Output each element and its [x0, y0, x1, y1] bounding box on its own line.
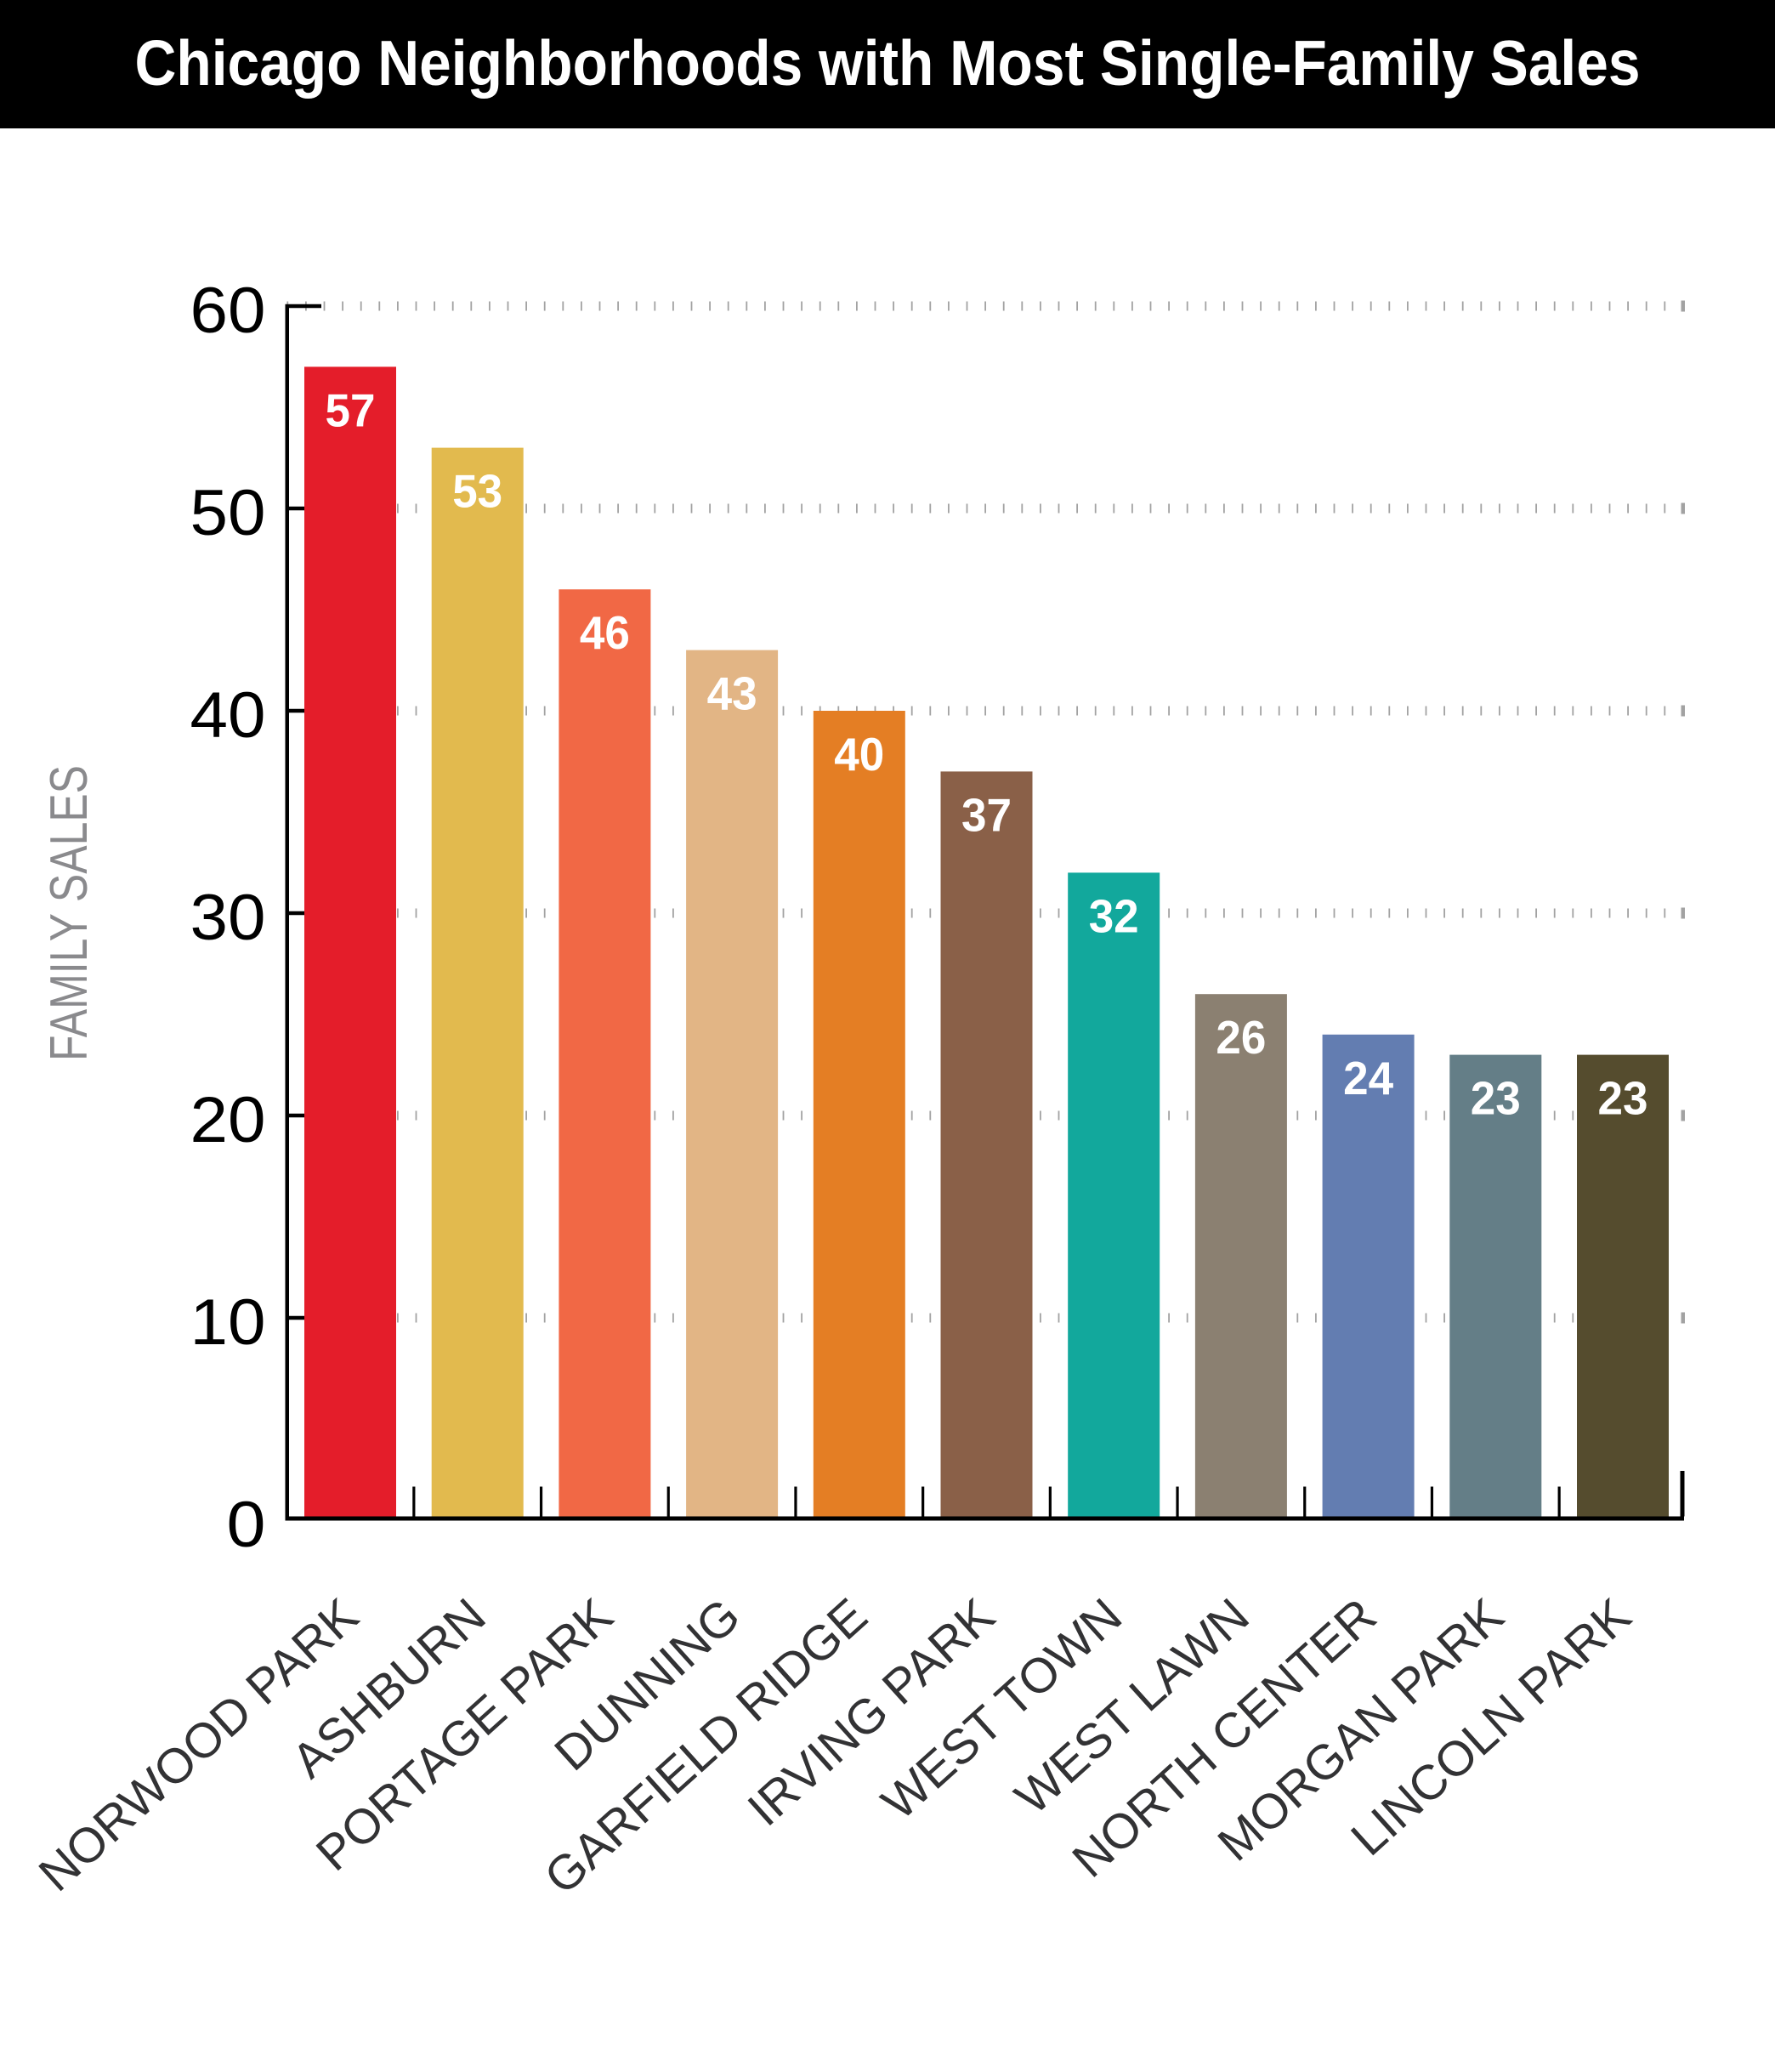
svg-text:20: 20: [190, 1084, 266, 1156]
svg-text:60: 60: [190, 275, 266, 347]
svg-text:30: 30: [190, 882, 266, 954]
svg-text:37: 37: [961, 788, 1012, 841]
svg-text:24: 24: [1343, 1052, 1393, 1104]
svg-text:32: 32: [1089, 889, 1139, 942]
svg-text:50: 50: [190, 477, 266, 549]
svg-text:23: 23: [1471, 1072, 1521, 1125]
svg-text:0: 0: [227, 1489, 266, 1561]
svg-text:43: 43: [707, 667, 757, 720]
svg-text:23: 23: [1598, 1072, 1648, 1125]
svg-text:FAMILY SALES: FAMILY SALES: [40, 765, 99, 1061]
svg-text:53: 53: [452, 465, 502, 518]
svg-text:Chicago Neighborhoods with Mos: Chicago Neighborhoods with Most Single-F…: [135, 27, 1641, 99]
svg-text:40: 40: [834, 728, 884, 781]
svg-text:40: 40: [190, 679, 266, 752]
svg-text:57: 57: [326, 383, 376, 436]
svg-text:10: 10: [190, 1286, 266, 1359]
svg-text:26: 26: [1216, 1011, 1266, 1064]
svg-text:46: 46: [580, 606, 630, 659]
